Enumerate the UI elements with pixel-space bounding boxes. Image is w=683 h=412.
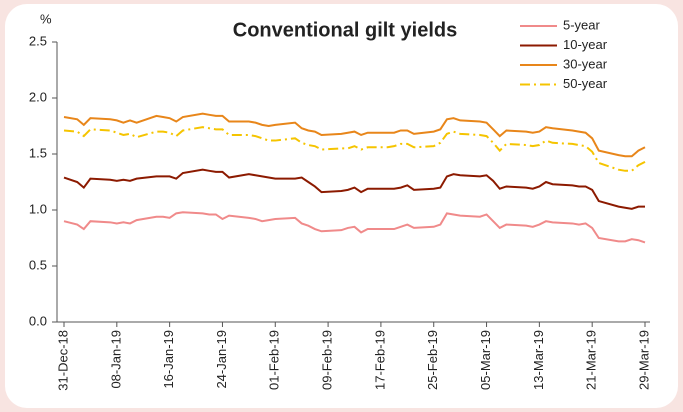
x-tick-label: 17-Feb-19 [372,330,387,390]
y-tick-label: 0.5 [29,257,47,272]
legend-label: 30-year [563,56,608,71]
y-tick-label: 1.5 [29,145,47,160]
y-tick-label: 0.0 [29,313,47,328]
legend-label: 5-year [563,17,601,32]
x-tick-label: 08-Jan-19 [108,330,123,389]
series-line [63,168,645,210]
x-tick-label: 31-Dec-18 [55,330,70,391]
y-tick-label: 2.5 [29,33,47,48]
x-tick-label: 09-Feb-19 [320,330,335,390]
y-axis-label: % [40,11,52,26]
series-line [63,126,646,172]
x-tick-label: 24-Jan-19 [214,330,229,389]
x-tick-label: 21-Mar-19 [584,330,599,390]
legend-label: 50-year [563,76,608,91]
x-tick-label: 29-Mar-19 [636,330,651,390]
x-tick-label: 05-Mar-19 [478,330,493,390]
x-tick-label: 13-Mar-19 [531,330,546,390]
x-tick-label: 25-Feb-19 [425,330,440,390]
x-tick-label: 16-Jan-19 [161,330,176,389]
legend-label: 10-year [563,37,608,52]
series-line [63,211,646,244]
chart-title: Conventional gilt yields [233,19,457,41]
panel [5,4,678,408]
series-line [63,112,646,158]
y-tick-label: 1.0 [29,201,47,216]
x-tick-label: 01-Feb-19 [267,330,282,390]
y-tick-label: 2.0 [29,89,47,104]
